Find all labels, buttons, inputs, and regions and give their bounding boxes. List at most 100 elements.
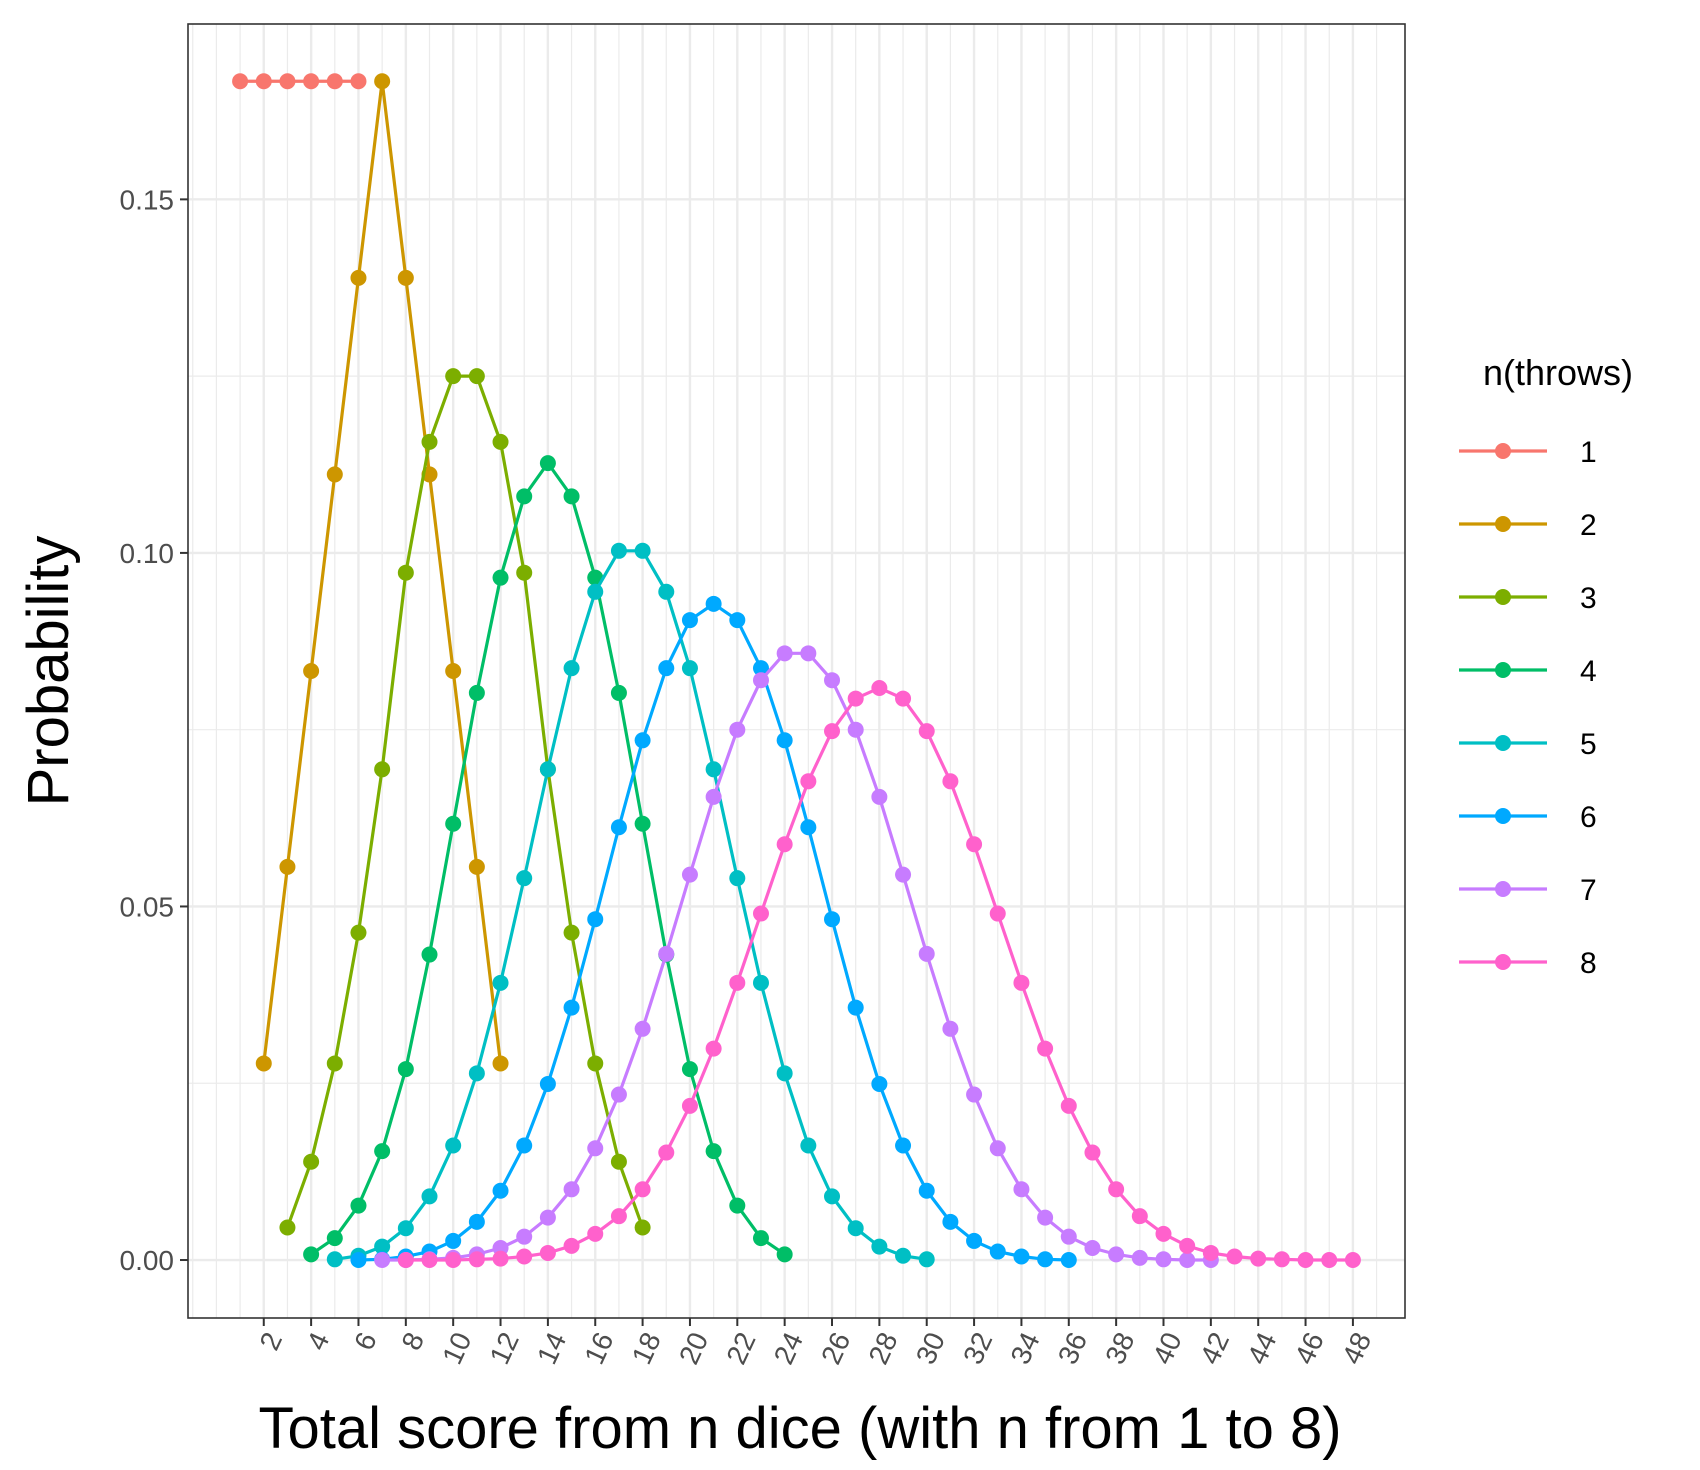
data-point [587, 569, 604, 586]
data-point [1297, 1252, 1314, 1269]
data-point [634, 1219, 651, 1236]
legend-label: 5 [1580, 728, 1597, 761]
data-point [303, 1246, 320, 1263]
data-point [989, 905, 1006, 922]
data-point [492, 1055, 509, 1072]
data-point [752, 1230, 769, 1247]
series-line [334, 549, 927, 1261]
data-point [1273, 1251, 1290, 1268]
series-line [285, 374, 645, 1229]
x-tick-label: 12 [484, 1328, 525, 1369]
data-point [871, 788, 888, 805]
data-point [895, 1137, 912, 1154]
data-point [918, 1251, 935, 1268]
data-point [1344, 1252, 1361, 1269]
data-point [468, 858, 485, 875]
data-point [492, 569, 509, 586]
data-point [421, 1252, 438, 1269]
data-point [539, 1244, 556, 1261]
data-point [563, 488, 580, 505]
data-point [966, 1232, 983, 1249]
series-3 [279, 368, 651, 1236]
y-tick-label: 0.05 [120, 891, 175, 922]
data-point [397, 1061, 414, 1078]
data-point [610, 1153, 627, 1170]
data-point [279, 73, 296, 90]
data-point [895, 690, 912, 707]
data-point [1037, 1040, 1054, 1057]
data-point [800, 645, 817, 662]
legend-title: n(throws) [1483, 352, 1633, 393]
data-point [918, 1182, 935, 1199]
data-point [468, 684, 485, 701]
data-point [492, 1250, 509, 1267]
data-point [516, 1248, 533, 1265]
data-point [1108, 1181, 1125, 1198]
data-point [942, 1213, 959, 1230]
x-tick-label: 16 [578, 1328, 619, 1369]
data-point [326, 1055, 343, 1072]
data-point [610, 819, 627, 836]
data-point [776, 836, 793, 853]
x-tick-label: 30 [910, 1328, 951, 1369]
data-point [729, 870, 746, 887]
data-point [232, 73, 249, 90]
legend-label: 7 [1580, 874, 1597, 907]
series-2 [255, 73, 509, 1072]
data-point [705, 1143, 722, 1160]
data-point [374, 73, 391, 90]
legend-item-4: 4 [1459, 655, 1597, 688]
data-point [989, 1243, 1006, 1260]
data-point [1131, 1208, 1148, 1225]
x-tick-label: 6 [348, 1328, 383, 1355]
series-5 [326, 542, 935, 1268]
data-point [681, 1097, 698, 1114]
data-point [942, 1020, 959, 1037]
data-point [1155, 1251, 1172, 1268]
series-layer [232, 73, 1361, 1269]
x-axis-title: Total score from n dice (with n from 1 t… [258, 1396, 1341, 1461]
data-point [1155, 1225, 1172, 1242]
data-point [468, 1251, 485, 1268]
data-point [681, 866, 698, 883]
data-point [516, 1137, 533, 1154]
data-point [752, 905, 769, 922]
data-point [776, 645, 793, 662]
data-point [776, 1065, 793, 1082]
data-point [705, 761, 722, 778]
data-point [847, 1220, 864, 1237]
data-point [634, 732, 651, 749]
data-point [374, 761, 391, 778]
data-point [681, 612, 698, 629]
legend-key-point [1495, 881, 1511, 897]
data-point [326, 466, 343, 483]
data-point [539, 761, 556, 778]
legend-item-3: 3 [1459, 582, 1597, 615]
data-point [681, 660, 698, 677]
data-point [516, 564, 533, 581]
data-point [1013, 1181, 1030, 1198]
data-point [705, 1040, 722, 1057]
data-point [895, 866, 912, 883]
data-point [729, 974, 746, 991]
data-point [279, 1219, 296, 1236]
data-point [752, 672, 769, 689]
data-point [705, 595, 722, 612]
data-point [374, 1143, 391, 1160]
data-point [468, 1213, 485, 1230]
data-point [350, 1197, 367, 1214]
data-point [1013, 974, 1030, 991]
data-point [563, 1181, 580, 1198]
data-point [658, 660, 675, 677]
x-tick-label: 20 [673, 1328, 714, 1369]
panel-border [187, 23, 1406, 1319]
legend-key-point [1495, 735, 1511, 751]
data-point [610, 684, 627, 701]
data-point [516, 870, 533, 887]
data-point [1202, 1244, 1219, 1261]
data-point [326, 1230, 343, 1247]
data-point [847, 999, 864, 1016]
data-point [705, 788, 722, 805]
data-point [303, 663, 320, 679]
